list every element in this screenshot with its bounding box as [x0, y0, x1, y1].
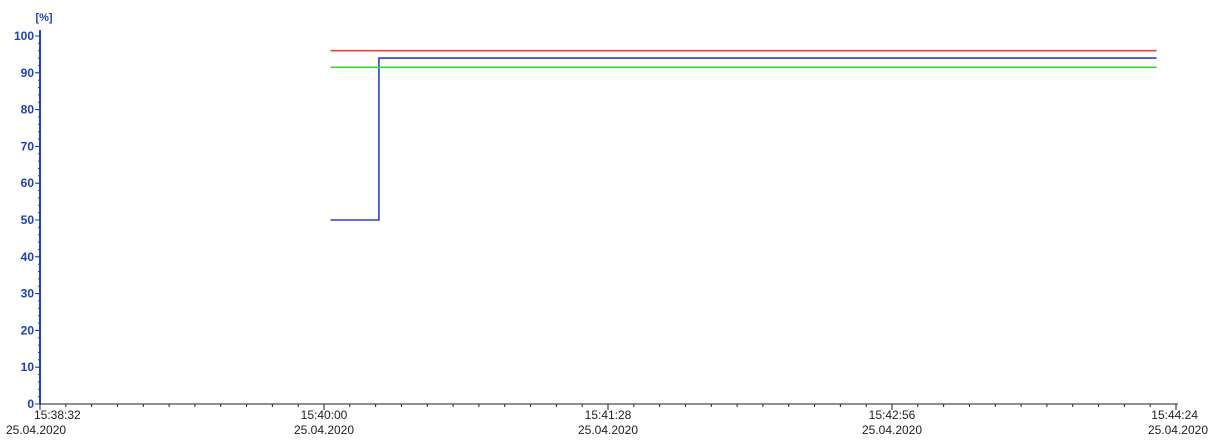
y-tick-label: 70 — [21, 139, 35, 153]
x-tick-time-label: 15:41:28 — [585, 408, 632, 422]
x-tick-time-label: 15:38:32 — [34, 408, 81, 422]
y-tick-label: 60 — [21, 176, 35, 190]
y-tick-label: 90 — [21, 66, 35, 80]
y-tick-label: 10 — [21, 360, 35, 374]
y-axis-unit-label: [%] — [35, 12, 52, 24]
x-tick-date-label: 25.04.2020 — [6, 423, 66, 437]
x-tick-date-label: 25.04.2020 — [578, 423, 638, 437]
y-tick-label: 0 — [27, 397, 34, 411]
y-tick-label: 80 — [21, 103, 35, 117]
series-layer — [330, 49, 1157, 221]
x-tick-time-label: 15:40:00 — [301, 408, 348, 422]
y-tick-label: 20 — [21, 323, 35, 337]
x-tick-time-label: 15:42:56 — [869, 408, 916, 422]
x-tick-date-label: 25.04.2020 — [294, 423, 354, 437]
y-tick-label: 50 — [21, 213, 35, 227]
series-line-2 — [330, 57, 1157, 221]
y-tick-label: 30 — [21, 287, 35, 301]
y-tick-label: 100 — [14, 29, 34, 43]
x-tick-time-label: 15:44:24 — [1151, 408, 1198, 422]
x-axis: 15:38:3225.04.202015:40:0025.04.202015:4… — [6, 403, 1208, 437]
x-tick-date-label: 25.04.2020 — [1148, 423, 1208, 437]
x-tick-date-label: 25.04.2020 — [862, 423, 922, 437]
y-tick-label: 40 — [21, 250, 35, 264]
y-axis: 0 10 20 30 40 50 60 70 80 90 100 — [14, 29, 41, 411]
